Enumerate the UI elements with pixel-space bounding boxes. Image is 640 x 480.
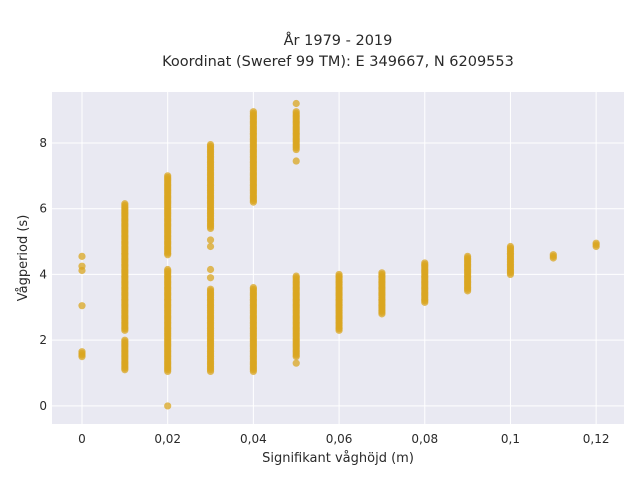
x-tick-label: 0 [78, 432, 86, 446]
x-tick-label: 0,04 [240, 432, 267, 446]
data-point [292, 108, 300, 116]
data-point [292, 99, 300, 108]
y-tick-label: 6 [39, 202, 47, 216]
data-point [78, 302, 86, 310]
data-point [249, 198, 257, 206]
data-point [378, 269, 386, 277]
x-tick-label: 0,08 [411, 432, 438, 446]
data-point [164, 265, 172, 274]
data-point [164, 172, 172, 180]
x-tick-label: 0,12 [583, 432, 610, 446]
x-axis-title: Signifikant våghöjd (m) [262, 451, 414, 466]
data-point [206, 285, 215, 293]
data-point [78, 266, 86, 275]
data-point [506, 242, 515, 251]
data-point [421, 259, 429, 267]
data-point [249, 283, 257, 292]
plot-area [52, 92, 624, 424]
data-point [121, 336, 129, 344]
data-point [249, 108, 257, 116]
data-point [206, 140, 215, 149]
data-point [206, 236, 215, 244]
data-point [78, 252, 86, 260]
data-point [592, 239, 600, 247]
data-point [464, 252, 472, 260]
data-point [206, 274, 215, 282]
data-point [549, 251, 557, 259]
tick-labels: 0 0,02 0,04 0,06 0,08 0,1 0,12 0 2 4 6 8 [39, 136, 609, 446]
y-tick-label: 0 [39, 399, 47, 413]
data-point [206, 242, 215, 251]
y-tick-label: 4 [39, 267, 47, 281]
data-point [164, 402, 172, 410]
y-tick-label: 2 [39, 333, 47, 347]
chart-title-line1: År 1979 - 2019 [284, 32, 393, 49]
data-point [78, 348, 86, 356]
x-tick-label: 0,1 [501, 432, 520, 446]
data-point [292, 272, 300, 280]
x-tick-label: 0,02 [154, 432, 181, 446]
data-point [292, 157, 300, 165]
data-point [206, 265, 215, 274]
y-axis-title: Vågperiod (s) [16, 215, 31, 302]
data-points [78, 99, 600, 410]
x-tick-label: 0,06 [326, 432, 353, 446]
chart-title-line2: Koordinat (Sweref 99 TM): E 349667, N 62… [162, 54, 514, 70]
data-point [335, 270, 343, 279]
data-point [121, 200, 129, 208]
y-tick-label: 8 [39, 136, 47, 150]
data-point [292, 359, 300, 367]
